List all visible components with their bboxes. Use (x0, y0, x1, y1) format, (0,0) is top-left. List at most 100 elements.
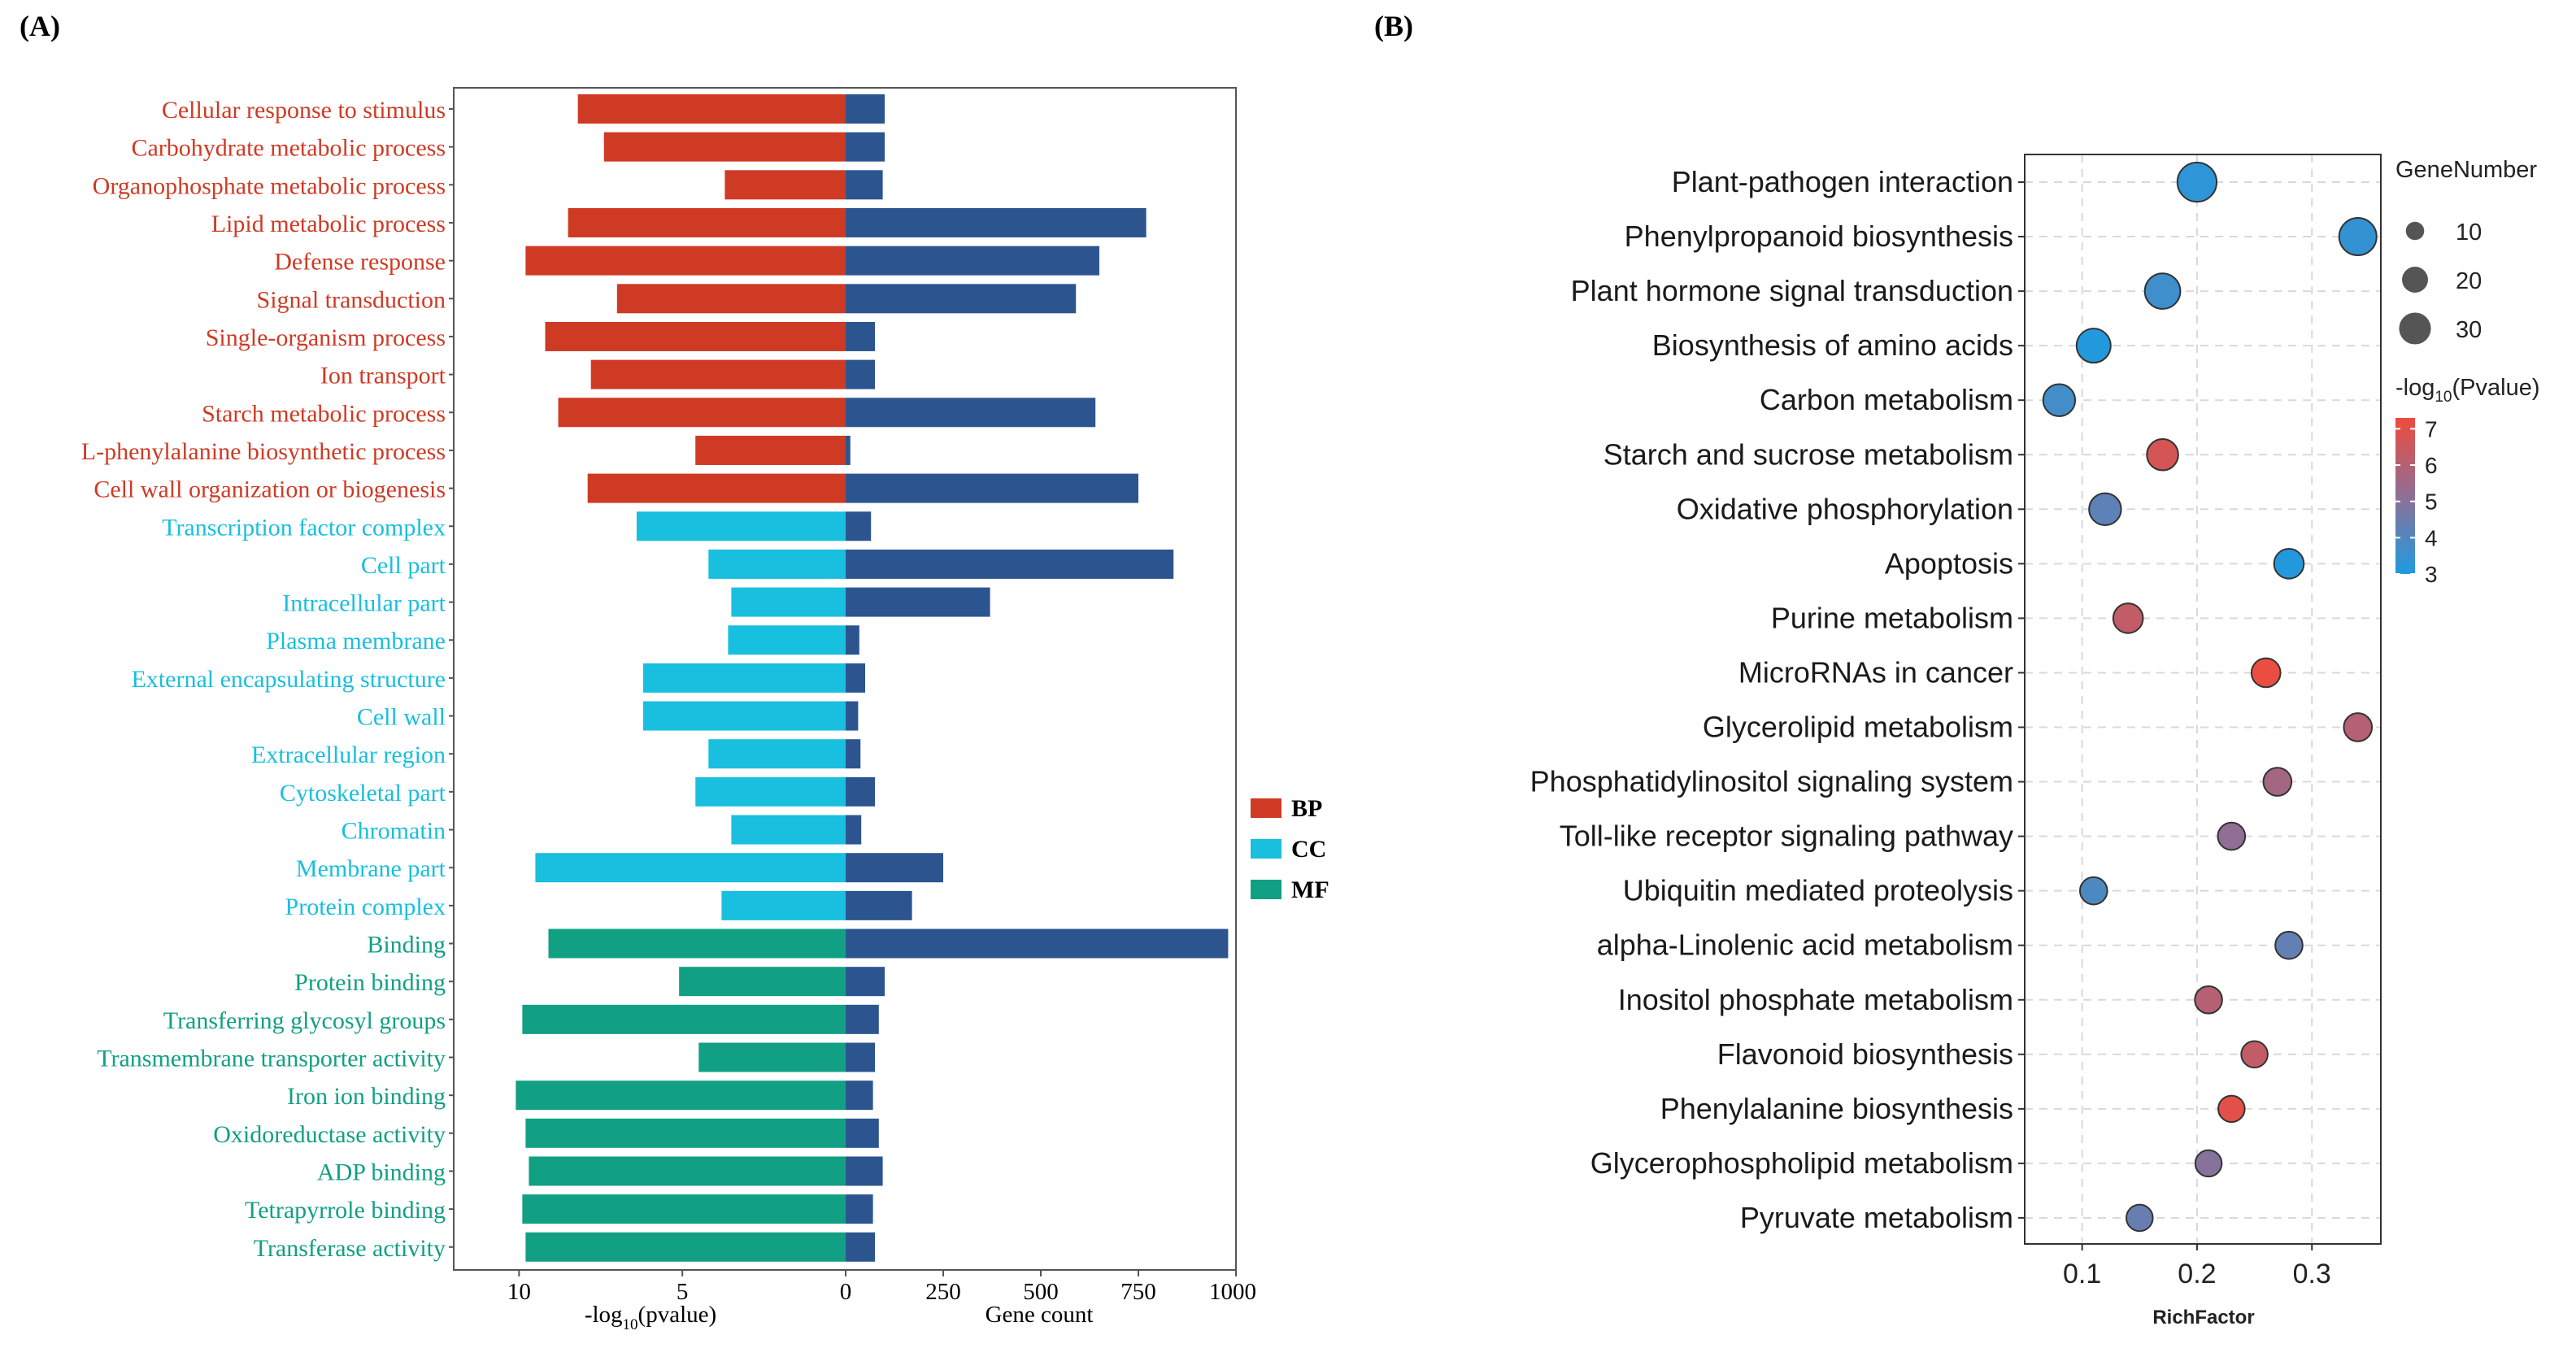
pvalue-bar (525, 1232, 846, 1262)
gene-count-bar (846, 1194, 873, 1224)
category-label: Cellular response to stimulus (162, 97, 446, 124)
bar-row: Carbohydrate metabolic process (131, 132, 885, 162)
size-legend-item: 10 (2405, 220, 2482, 246)
color-legend-label: 5 (2425, 489, 2438, 515)
bar-row: Single-organism process (206, 321, 875, 351)
pvalue-bar (525, 1118, 846, 1148)
pathway-row: MicroRNAs in cancer (1738, 655, 2282, 689)
gene-count-bar (846, 94, 885, 124)
pathway-label: Biosynthesis of amino acids (1652, 328, 2013, 362)
enrichment-bubble (2338, 217, 2378, 257)
size-legend-item: 30 (2399, 312, 2482, 345)
pvalue-bar (642, 663, 846, 693)
pvalue-bar (642, 701, 846, 731)
bar-row: Signal transduction (257, 284, 1077, 314)
pvalue-bar (558, 398, 846, 428)
pathway-row: Flavonoid biosynthesis (1717, 1037, 2269, 1071)
chart-b-x-axis: 0.1 0.2 0.3 (2063, 1244, 2331, 1289)
pvalue-bar (548, 928, 846, 959)
bar-row: Protein binding (294, 967, 885, 997)
bar-row: Intracellular part (282, 587, 990, 617)
category-label: Signal transduction (257, 286, 446, 313)
pathway-row: Purine metabolism (1771, 601, 2144, 634)
bar-row: Oxidoreductase activity (213, 1118, 879, 1148)
gene-count-bar (846, 663, 865, 693)
category-label: L-phenylalanine biosynthetic process (81, 438, 446, 465)
pathway-label: Apoptosis (1885, 546, 2013, 580)
size-legend-title: GeneNumber (2395, 157, 2537, 183)
category-label: Binding (367, 932, 446, 959)
pathway-row: Biosynthesis of amino acids (1652, 328, 2112, 364)
category-label: Cell wall organization or biogenesis (94, 476, 446, 503)
category-label: Cytoskeletal part (280, 780, 446, 807)
category-label: Transcription factor complex (162, 514, 446, 541)
bar-row: Protein complex (285, 890, 912, 920)
gene-count-bar (846, 1081, 873, 1111)
pvalue-bar (516, 1081, 846, 1111)
pathway-row: Phenylalanine biosynthesis (1660, 1092, 2246, 1125)
chart-a-legend: BP CC MF (1251, 795, 1329, 903)
gene-count-bar (846, 132, 885, 162)
pvalue-bar (616, 284, 846, 314)
gene-count-bar (846, 321, 875, 351)
gene-count-bar (846, 284, 1077, 314)
category-label: Organophosphate metabolic process (93, 172, 446, 199)
gene-count-bar (846, 587, 990, 617)
color-legend-gradient-bar (2395, 418, 2415, 574)
enrichment-bubble (2250, 657, 2282, 689)
enrichment-bubble (2075, 328, 2112, 364)
bar-row: Tetrapyrrole binding (245, 1194, 873, 1224)
bar-row: Cell part (361, 549, 1174, 579)
pathway-label: Phosphatidylinositol signaling system (1530, 765, 2013, 798)
x-axis-tick-label: 0.2 (2178, 1259, 2216, 1289)
chart-b-color-legend: -log10(Pvalue) 7 6 5 4 3 (2395, 375, 2540, 587)
pathway-row: Plant-pathogen interaction (1672, 161, 2218, 203)
bar-row: Lipid metabolic process (211, 207, 1147, 237)
color-legend-label: 3 (2425, 562, 2438, 587)
pvalue-bar (525, 246, 846, 276)
pvalue-bar (708, 549, 846, 579)
size-legend-label: 10 (2456, 220, 2482, 246)
pvalue-bar (587, 473, 846, 503)
gene-count-bar (846, 549, 1174, 579)
category-label: Single-organism process (206, 324, 446, 351)
pvalue-bar (731, 815, 846, 845)
gene-count-bar (846, 776, 875, 807)
pvalue-bar (568, 207, 846, 237)
bar-row: Organophosphate metabolic process (93, 170, 883, 200)
pathway-label: Glycerophospholipid metabolism (1590, 1146, 2013, 1180)
left-axis-tick-label: 0 (840, 1279, 852, 1305)
chart-a-right-axis-title: Gene count (986, 1302, 1094, 1328)
gene-count-bar (846, 398, 1096, 428)
pathway-label: Plant hormone signal transduction (1571, 274, 2013, 307)
right-axis-tick-label: 500 (1023, 1279, 1059, 1305)
pathway-label: Oxidative phosphorylation (1677, 492, 2013, 525)
category-label: Transferring glycosyl groups (163, 1007, 446, 1034)
pathway-label: alpha-Linolenic acid metabolism (1597, 928, 2013, 962)
category-label: ADP binding (317, 1159, 446, 1185)
bar-row: External encapsulating structure (131, 663, 865, 693)
category-label: Oxidoreductase activity (213, 1121, 446, 1148)
chart-a-left-axis: 10 5 0 (507, 1270, 851, 1305)
legend-label: BP (1291, 795, 1322, 822)
bar-row: Cellular response to stimulus (162, 94, 885, 124)
gene-count-bar (846, 435, 851, 465)
panel-b-tag: (B) (1374, 10, 1413, 42)
enrichment-bubble (2143, 272, 2182, 310)
pathway-row: Pyruvate metabolism (1740, 1201, 2154, 1234)
gene-count-bar (846, 246, 1099, 276)
bar-row: Cell wall organization or biogenesis (94, 473, 1138, 503)
pvalue-bar (708, 739, 846, 769)
size-legend-circle (2402, 267, 2428, 293)
enrichment-bubble (2078, 876, 2108, 906)
legend-item: MF (1251, 876, 1329, 903)
gene-count-bar (846, 170, 883, 200)
bar-row: Extracellular region (251, 739, 861, 769)
pvalue-bar (535, 853, 846, 883)
gene-count-bar (846, 967, 885, 997)
gene-count-bar (846, 853, 943, 883)
pathway-row: Apoptosis (1885, 546, 2305, 580)
pvalue-bar (721, 890, 846, 920)
gene-count-bar (846, 359, 875, 389)
